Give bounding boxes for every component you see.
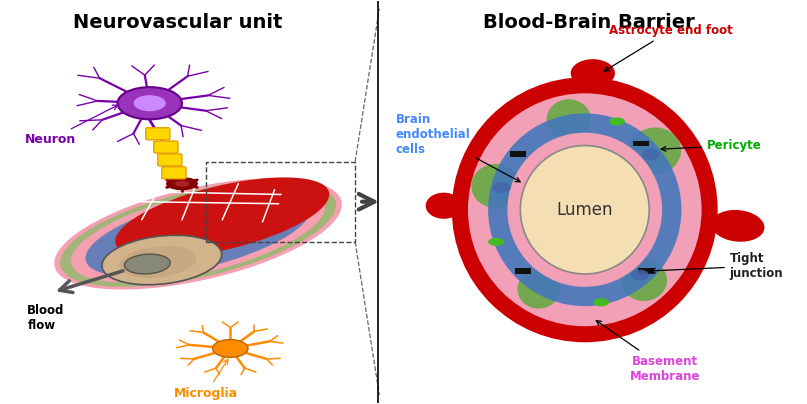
- Text: Blood
flow: Blood flow: [27, 304, 65, 332]
- Text: Neurovascular unit: Neurovascular unit: [73, 13, 282, 32]
- FancyBboxPatch shape: [510, 151, 526, 157]
- FancyBboxPatch shape: [162, 167, 186, 179]
- FancyBboxPatch shape: [638, 268, 654, 274]
- Circle shape: [118, 87, 182, 119]
- Text: Astrocyte end foot: Astrocyte end foot: [604, 24, 733, 71]
- Ellipse shape: [508, 133, 662, 287]
- Ellipse shape: [517, 270, 560, 309]
- Text: Brain
endothelial
cells: Brain endothelial cells: [395, 113, 521, 182]
- Ellipse shape: [119, 246, 196, 278]
- Ellipse shape: [642, 149, 659, 160]
- FancyBboxPatch shape: [158, 154, 182, 166]
- Ellipse shape: [452, 77, 717, 342]
- Ellipse shape: [425, 193, 462, 219]
- Ellipse shape: [546, 99, 591, 139]
- Ellipse shape: [174, 181, 189, 187]
- Ellipse shape: [124, 254, 170, 274]
- Ellipse shape: [468, 93, 701, 326]
- Ellipse shape: [86, 191, 311, 277]
- Text: Lumen: Lumen: [557, 201, 613, 219]
- Ellipse shape: [621, 259, 667, 301]
- Ellipse shape: [102, 235, 222, 285]
- Ellipse shape: [71, 185, 325, 282]
- FancyBboxPatch shape: [154, 141, 178, 153]
- FancyBboxPatch shape: [515, 268, 531, 274]
- Ellipse shape: [521, 145, 649, 274]
- FancyBboxPatch shape: [633, 141, 649, 146]
- Ellipse shape: [167, 178, 197, 189]
- Ellipse shape: [54, 178, 342, 290]
- Ellipse shape: [631, 270, 649, 281]
- Ellipse shape: [711, 210, 764, 242]
- Ellipse shape: [488, 114, 681, 306]
- Ellipse shape: [629, 127, 681, 174]
- Circle shape: [488, 238, 504, 246]
- Circle shape: [593, 298, 609, 306]
- Text: Tight
junction: Tight junction: [650, 252, 784, 280]
- Ellipse shape: [493, 182, 511, 193]
- Text: Pericyte: Pericyte: [661, 139, 762, 152]
- Circle shape: [134, 95, 166, 111]
- Text: Blood-Brain Barrier: Blood-Brain Barrier: [483, 13, 695, 32]
- Text: Microglia: Microglia: [174, 359, 238, 400]
- Ellipse shape: [60, 181, 336, 287]
- Ellipse shape: [471, 164, 520, 208]
- Text: Basement
Membrane: Basement Membrane: [596, 320, 700, 383]
- Ellipse shape: [115, 177, 329, 258]
- Ellipse shape: [571, 59, 615, 87]
- Circle shape: [609, 118, 625, 126]
- Circle shape: [212, 340, 248, 357]
- Text: Neuron: Neuron: [25, 105, 118, 146]
- FancyBboxPatch shape: [146, 128, 169, 140]
